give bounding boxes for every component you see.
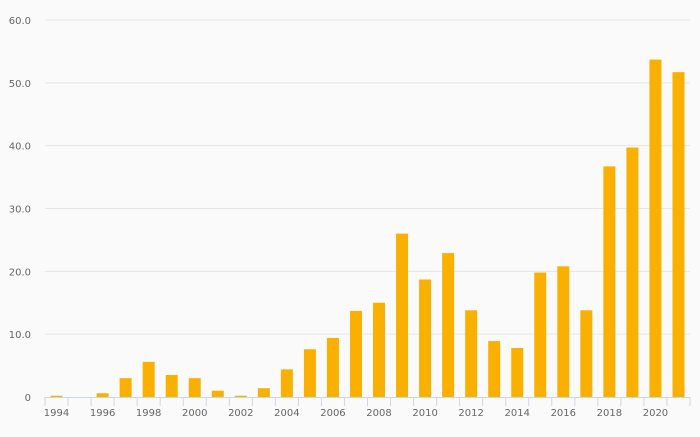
x-tick-label: 2010 [412, 408, 437, 419]
x-tick-label: 2000 [182, 408, 207, 419]
bar-1999 [165, 375, 178, 397]
bar-2012 [465, 310, 478, 397]
x-tick-label: 1998 [136, 408, 161, 419]
bar-2021 [672, 72, 685, 397]
x-tick-label: 2014 [505, 408, 530, 419]
y-tick-label: 0 [25, 393, 31, 404]
bar-1994 [50, 395, 63, 397]
bar-1996 [96, 393, 109, 397]
y-tick-label: 20.0 [9, 267, 31, 278]
bar-2007 [349, 310, 362, 397]
x-tick-label: 2002 [228, 408, 253, 419]
y-tick-label: 30.0 [9, 205, 31, 216]
bar-2006 [326, 337, 339, 397]
bar-2015 [534, 272, 547, 397]
x-tick-label: 2020 [643, 408, 668, 419]
x-tick-label: 2006 [320, 408, 345, 419]
bar-1997 [119, 378, 132, 397]
bar-2002 [234, 395, 247, 397]
bar-2004 [280, 369, 293, 397]
bar-2003 [257, 388, 270, 397]
x-tick-label: 1994 [44, 408, 69, 419]
bar-2014 [511, 347, 524, 397]
y-tick-label: 10.0 [9, 330, 31, 341]
x-tick-label: 1996 [90, 408, 115, 419]
x-tick-label: 2018 [597, 408, 622, 419]
y-tick-label: 40.0 [9, 142, 31, 153]
bar-2009 [396, 233, 409, 397]
bar-2011 [442, 253, 455, 397]
y-tick-label: 60.0 [9, 16, 31, 27]
x-tick-label: 2008 [366, 408, 391, 419]
y-tick-label: 50.0 [9, 79, 31, 90]
bar-2000 [188, 378, 201, 397]
bar-2019 [626, 147, 639, 397]
bar-2017 [580, 310, 593, 397]
bar-2020 [649, 59, 662, 398]
bar-2008 [373, 302, 386, 397]
bar-2010 [419, 279, 432, 397]
bar-2013 [488, 341, 501, 397]
x-tick-label: 2004 [274, 408, 299, 419]
x-tick-label: 2012 [458, 408, 483, 419]
bar-2001 [211, 390, 224, 397]
bar-1998 [142, 361, 155, 397]
bar-2005 [303, 349, 316, 397]
bar-2018 [603, 166, 616, 397]
bar-2016 [557, 266, 570, 397]
x-tick-label: 2016 [551, 408, 576, 419]
